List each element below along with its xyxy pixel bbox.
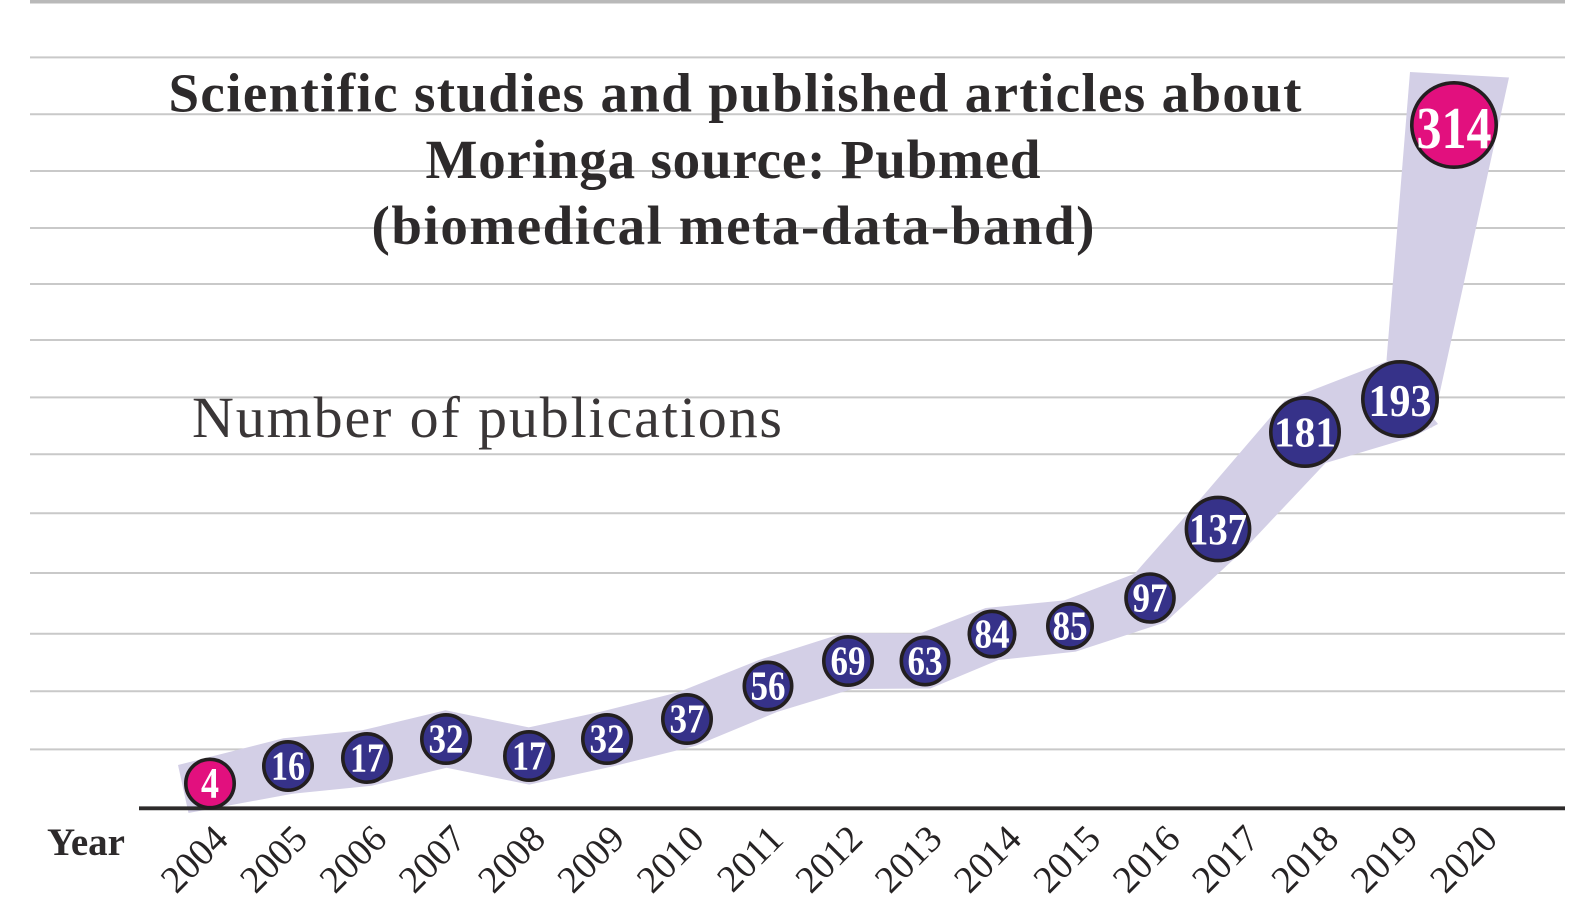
svg-text:17: 17 [350,735,384,781]
svg-text:Moringa source: Pubmed: Moringa source: Pubmed [426,129,1041,190]
svg-text:137: 137 [1189,505,1247,554]
svg-text:84: 84 [975,611,1010,657]
svg-text:(biomedical meta-data-band): (biomedical meta-data-band) [372,195,1095,256]
svg-text:37: 37 [670,696,705,742]
svg-text:193: 193 [1369,375,1432,426]
svg-text:16: 16 [271,743,305,789]
svg-text:32: 32 [590,716,625,762]
svg-text:56: 56 [751,663,786,709]
svg-text:32: 32 [429,716,464,762]
svg-text:69: 69 [831,638,866,684]
svg-text:17: 17 [512,733,546,779]
svg-text:Scientific studies and publish: Scientific studies and published article… [169,63,1303,124]
svg-text:63: 63 [908,638,943,684]
svg-text:314: 314 [1417,95,1492,161]
svg-text:97: 97 [1133,575,1168,621]
svg-text:Year: Year [47,821,125,864]
svg-text:4: 4 [201,761,219,808]
svg-text:181: 181 [1274,411,1336,457]
svg-text:Number of publications: Number of publications [192,385,782,450]
svg-text:85: 85 [1053,603,1088,649]
